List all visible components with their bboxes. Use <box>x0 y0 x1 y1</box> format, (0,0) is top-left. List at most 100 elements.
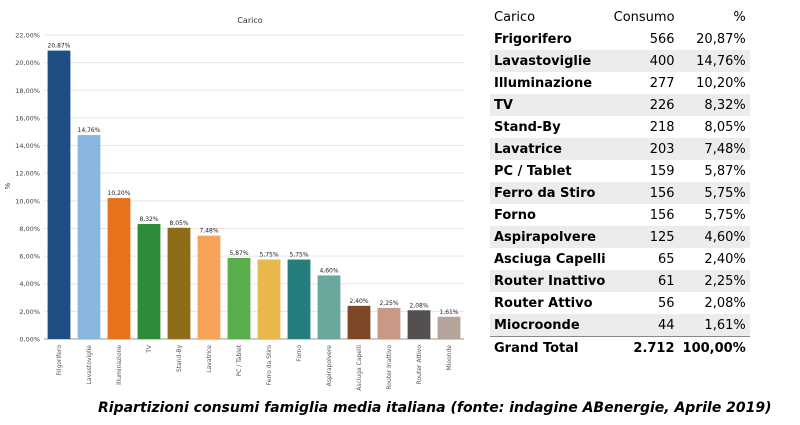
data-label: 14,76% <box>78 127 101 134</box>
bars-layer: 20,87% Frigorifero 14,76% Lavastoviglie 10,2… <box>48 43 461 391</box>
cell-consumo: 44 <box>609 314 679 337</box>
data-label: 4,60% <box>319 267 338 274</box>
data-label: 8,32% <box>139 216 158 223</box>
data-label: 2,40% <box>349 298 368 305</box>
data-table: Carico Consumo % Frigorifero 566 20,87% Lav… <box>490 6 750 359</box>
table-total-row: Grand Total 2.712 100,00% <box>490 336 750 359</box>
data-label: 10,20% <box>108 190 131 197</box>
x-tick-label: Asciuga Capelli <box>356 345 363 391</box>
cell-consumo: 218 <box>649 119 675 135</box>
cell-percent: 5,75% <box>678 182 750 204</box>
total-consumo: 2.712 <box>609 336 679 359</box>
bar <box>77 135 101 339</box>
table-row: Illuminazione 277 10,20% <box>490 72 750 94</box>
table-row: Asciuga Capelli 65 2,40% <box>490 248 750 270</box>
chart-title: Carico <box>237 16 262 25</box>
y-tick-label: 8,00% <box>19 225 40 233</box>
x-tick-label: Router Inattivo <box>386 345 393 390</box>
total-label: Grand Total <box>490 336 610 359</box>
cell-consumo: 156 <box>609 182 679 204</box>
header-percent: % <box>733 9 746 25</box>
cell-consumo: 203 <box>609 138 679 160</box>
table-row: Frigorifero 566 20,87% <box>490 28 750 50</box>
cell-carico: TV <box>490 94 610 116</box>
x-tick-label: TV <box>146 344 153 354</box>
bar <box>167 227 191 339</box>
x-tick-label: Ferro da Stiro <box>266 345 273 386</box>
x-tick-label: Stand-By <box>176 345 183 373</box>
table-row: Forno 156 5,75% <box>490 204 750 226</box>
bar <box>437 316 461 339</box>
table-row: Miocroonde 44 1,61% <box>490 314 750 337</box>
cell-carico: Forno <box>494 207 536 223</box>
cell-percent: 20,87% <box>696 31 746 47</box>
cell-carico: Ferro da Stiro <box>490 182 610 204</box>
bar <box>347 305 371 339</box>
cell-carico: Stand-By <box>494 119 561 135</box>
cell-percent: 7,48% <box>678 138 750 160</box>
x-tick-label: Aspirapolvere <box>326 345 333 387</box>
cell-carico: Lavastoviglie <box>490 50 610 72</box>
bar <box>317 275 341 339</box>
bar <box>137 224 161 339</box>
y-tick-label: 12,00% <box>15 170 40 178</box>
cell-consumo: 156 <box>649 207 675 223</box>
cell-percent: 8,32% <box>678 94 750 116</box>
cell-percent: 5,75% <box>704 207 746 223</box>
data-label: 5,75% <box>259 252 278 259</box>
bar <box>197 235 221 339</box>
cell-consumo: 65 <box>657 251 675 267</box>
total-percent: 100,00% <box>678 336 750 359</box>
y-tick-label: 22,00% <box>15 32 40 40</box>
cell-consumo: 61 <box>609 270 679 292</box>
y-tick-label: 2,00% <box>19 308 40 316</box>
x-tick-label: Frigorifero <box>56 345 63 376</box>
table-body: Frigorifero 566 20,87% Lavastoviglie 400 14,7… <box>490 28 750 337</box>
cell-percent: 2,40% <box>704 251 746 267</box>
data-label: 7,48% <box>199 228 218 235</box>
bar <box>257 259 281 339</box>
cell-carico: Router Attivo <box>494 295 593 311</box>
table-row: Router Inattivo 61 2,25% <box>490 270 750 292</box>
bar <box>377 307 401 339</box>
x-tick-label: Mioonde <box>446 345 453 371</box>
cell-percent: 2,08% <box>704 295 746 311</box>
cell-consumo: 125 <box>609 226 679 248</box>
table-row: Lavastoviglie 400 14,76% <box>490 50 750 72</box>
data-label: 5,87% <box>229 250 248 257</box>
cell-percent: 14,76% <box>678 50 750 72</box>
cell-consumo: 400 <box>609 50 679 72</box>
cell-percent: 4,60% <box>678 226 750 248</box>
cell-consumo: 159 <box>649 163 675 179</box>
table-row: Aspirapolvere 125 4,60% <box>490 226 750 248</box>
bar <box>287 259 311 339</box>
cell-consumo: 226 <box>609 94 679 116</box>
table-header-row: Carico Consumo % <box>490 6 750 28</box>
y-tick-label: 4,00% <box>19 280 40 288</box>
bar <box>107 198 131 339</box>
y-tick-label: 6,00% <box>19 253 40 261</box>
cell-percent: 1,61% <box>678 314 750 337</box>
data-label: 1,61% <box>439 309 458 316</box>
cell-carico: PC / Tablet <box>494 163 572 179</box>
table-row: Stand-By 218 8,05% <box>490 116 750 138</box>
cell-carico: Illuminazione <box>494 75 593 91</box>
y-tick-label: 20,00% <box>15 59 40 67</box>
bar <box>227 257 251 339</box>
cell-carico: Asciuga Capelli <box>494 251 606 267</box>
bar <box>47 50 71 340</box>
y-tick-label: 18,00% <box>15 87 40 95</box>
cell-carico: Aspirapolvere <box>490 226 610 248</box>
x-tick-label: Lavastoviglie <box>86 345 93 385</box>
cell-carico: Router Inattivo <box>490 270 610 292</box>
data-label: 8,05% <box>169 220 188 227</box>
cell-percent: 5,87% <box>704 163 746 179</box>
y-tick-label: 14,00% <box>15 142 40 150</box>
header-carico: Carico <box>494 9 536 25</box>
data-label: 5,75% <box>289 252 308 259</box>
caption: Ripartizioni consumi famiglia media ital… <box>98 400 772 416</box>
cell-carico: Frigorifero <box>494 31 572 47</box>
cell-consumo: 277 <box>649 75 675 91</box>
data-label: 20,87% <box>48 43 71 50</box>
table-row: Router Attivo 56 2,08% <box>490 292 750 314</box>
